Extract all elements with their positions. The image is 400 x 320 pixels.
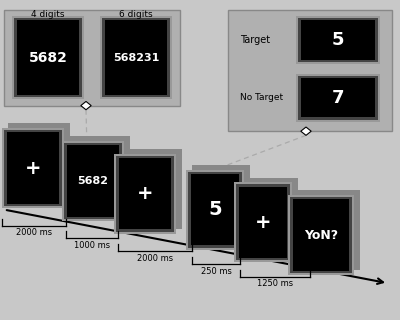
Text: 6 digits: 6 digits: [119, 10, 153, 19]
Polygon shape: [301, 127, 311, 135]
Bar: [62, 141, 124, 221]
Bar: [192, 165, 250, 245]
Text: 568231: 568231: [113, 52, 159, 63]
Text: 7: 7: [332, 89, 344, 107]
Bar: [301, 78, 375, 117]
Bar: [17, 20, 79, 95]
Bar: [14, 18, 82, 97]
Text: +: +: [255, 213, 271, 232]
Text: +: +: [137, 184, 153, 203]
Bar: [240, 178, 298, 258]
Bar: [296, 16, 380, 64]
Bar: [116, 156, 174, 232]
Bar: [4, 130, 62, 206]
Bar: [228, 10, 392, 131]
Bar: [239, 187, 287, 258]
Bar: [186, 170, 244, 250]
Text: 5682: 5682: [78, 176, 108, 186]
Bar: [298, 76, 378, 120]
Text: 1000 ms: 1000 ms: [74, 241, 110, 250]
Bar: [301, 20, 375, 60]
Bar: [288, 195, 354, 275]
Text: 5: 5: [332, 31, 344, 49]
Bar: [12, 16, 84, 99]
Text: 4 digits: 4 digits: [31, 10, 65, 19]
Bar: [2, 128, 64, 208]
Bar: [4, 10, 180, 106]
Bar: [234, 182, 292, 262]
Text: +: +: [25, 158, 41, 178]
Bar: [298, 18, 378, 62]
Bar: [100, 16, 172, 99]
Bar: [296, 74, 380, 122]
Bar: [67, 145, 119, 217]
Bar: [114, 154, 176, 234]
Text: Target: Target: [240, 35, 270, 45]
Bar: [8, 123, 70, 203]
Text: 1250 ms: 1250 ms: [257, 279, 293, 288]
Bar: [293, 199, 349, 271]
Text: 2000 ms: 2000 ms: [16, 228, 52, 237]
Bar: [119, 158, 171, 229]
Bar: [102, 18, 170, 97]
Bar: [120, 149, 182, 229]
Bar: [64, 143, 122, 219]
Text: No Target: No Target: [240, 93, 283, 102]
Polygon shape: [81, 101, 91, 110]
Text: 250 ms: 250 ms: [200, 267, 232, 276]
Bar: [7, 132, 59, 204]
Bar: [290, 197, 352, 273]
Text: 5682: 5682: [28, 51, 68, 65]
Bar: [191, 174, 239, 245]
Text: YoN?: YoN?: [304, 229, 338, 242]
Bar: [188, 172, 242, 248]
Bar: [236, 184, 290, 260]
Text: 5: 5: [208, 200, 222, 219]
Text: 2000 ms: 2000 ms: [137, 254, 173, 263]
Bar: [105, 20, 167, 95]
Bar: [294, 190, 360, 270]
Bar: [68, 136, 130, 216]
